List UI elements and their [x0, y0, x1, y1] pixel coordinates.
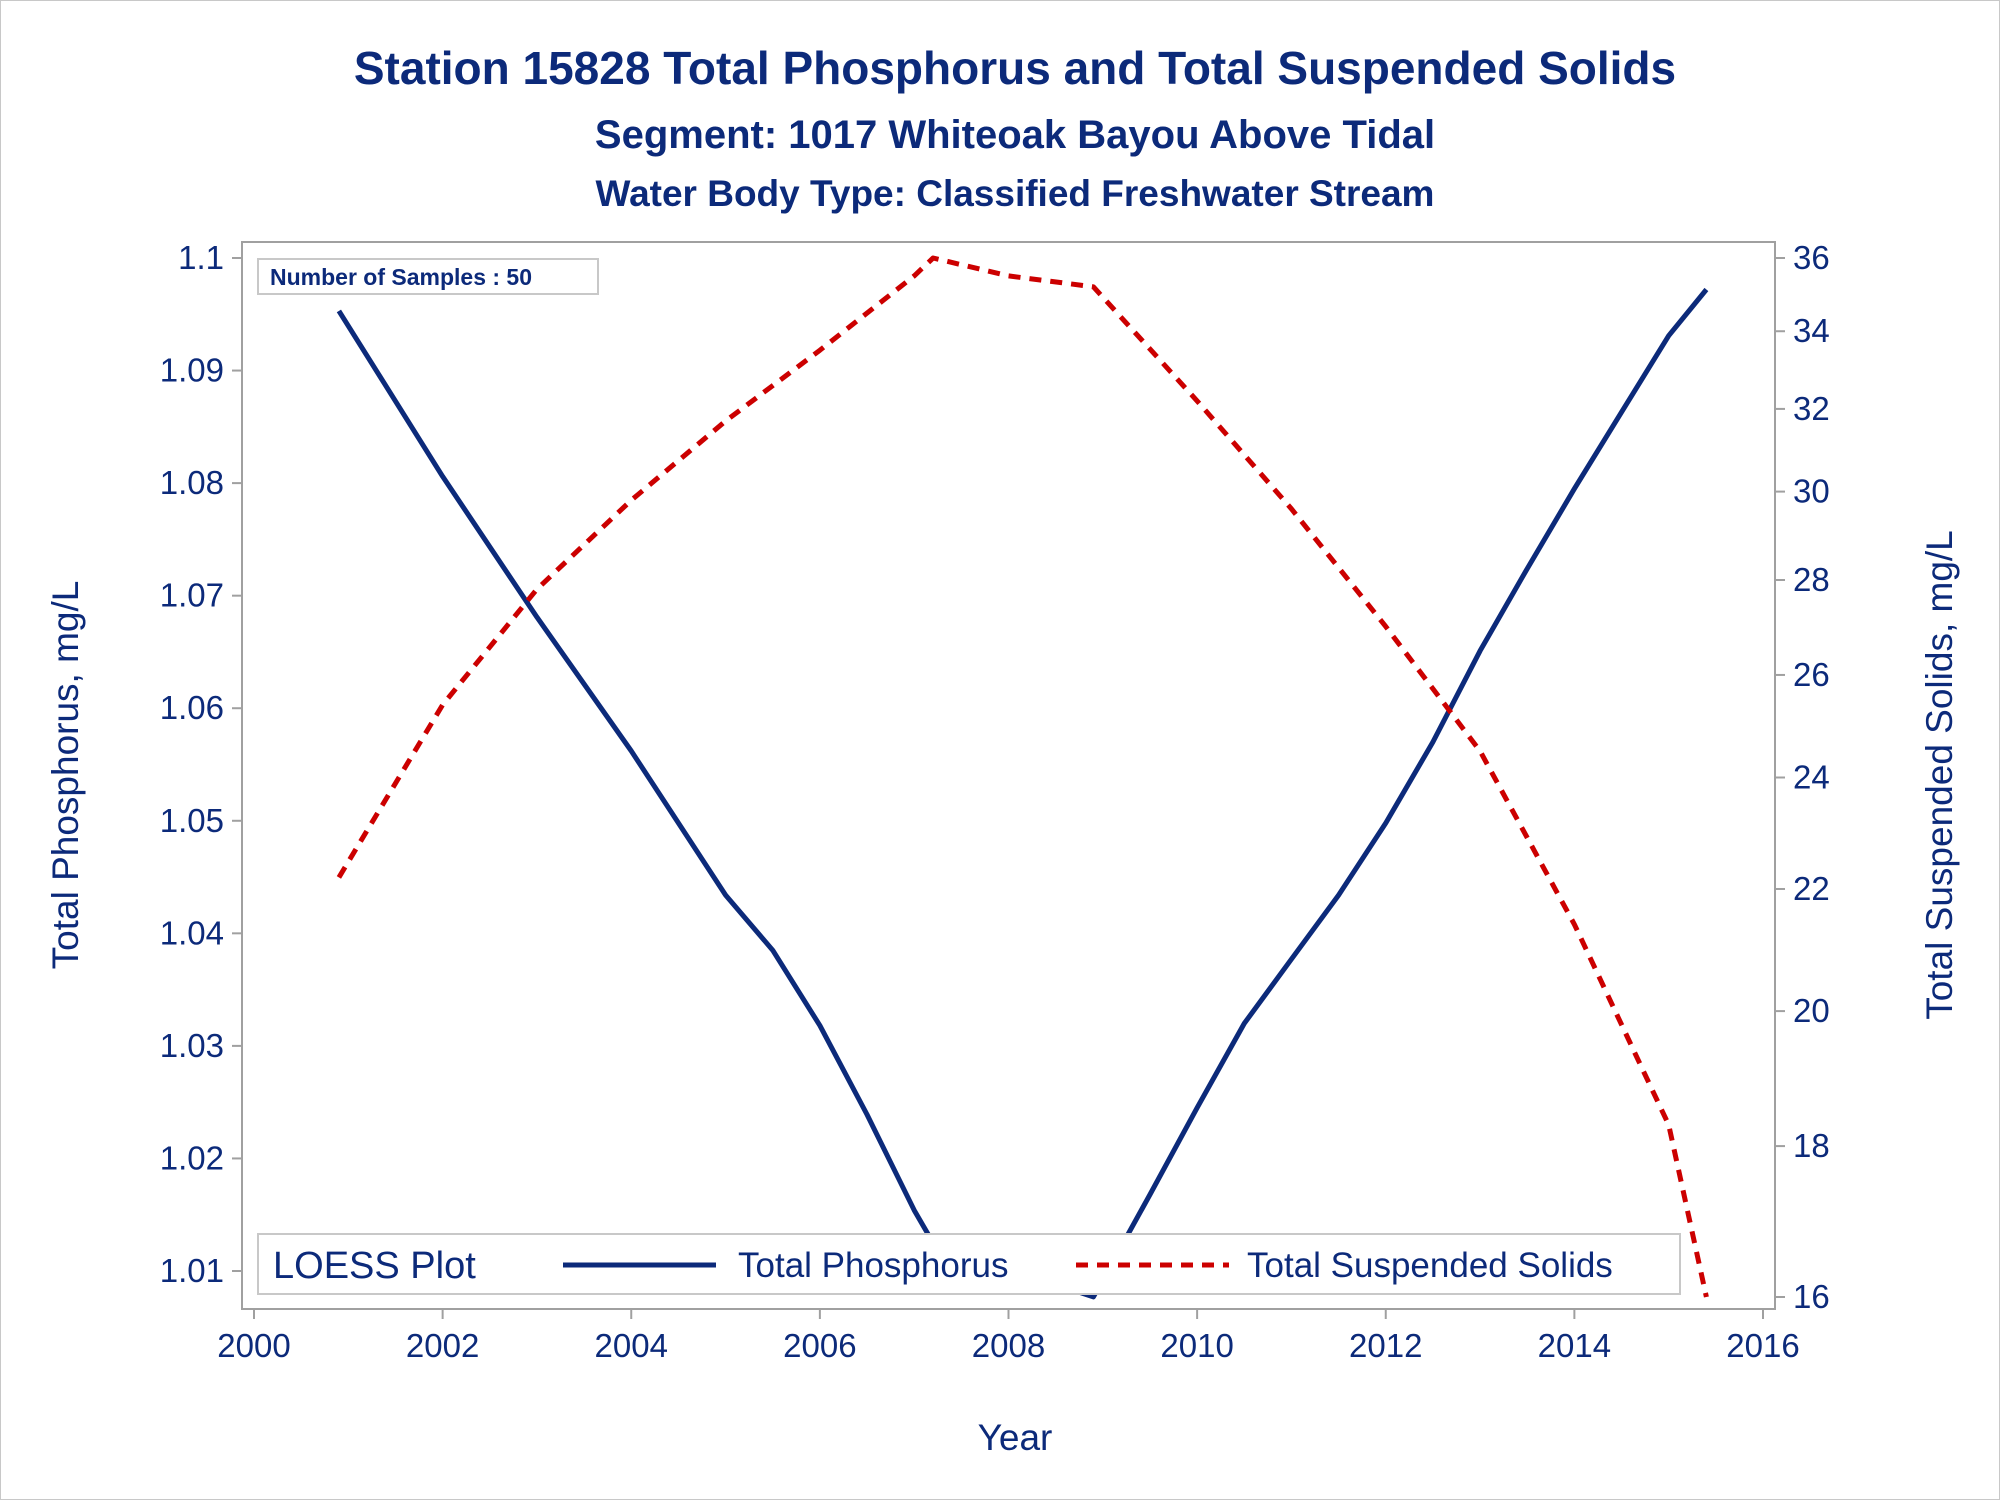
x-tick-label: 2006 — [783, 1327, 856, 1364]
y2-tick-label: 30 — [1793, 473, 1830, 510]
chart-title: Station 15828 Total Phosphorus and Total… — [354, 42, 1676, 94]
x-tick-label: 2012 — [1349, 1327, 1422, 1364]
legend-label-solids: Total Suspended Solids — [1247, 1246, 1613, 1285]
y-axis-left: 1.01 1.02 1.03 1.04 1.05 1.06 1.07 1.08 1.09 1.1 — [160, 239, 242, 1289]
legend: LOESS Plot Total Phosphorus Total Suspen… — [257, 1233, 1681, 1295]
y2-tick-label: 18 — [1793, 1127, 1830, 1164]
legend-title: LOESS Plot — [273, 1245, 476, 1287]
y-axis-right: 16 18 20 22 24 26 28 30 32 34 36 — [1775, 239, 1830, 1315]
sample-count-inset: Number of Samples : 50 — [257, 258, 599, 295]
y2-tick-label: 24 — [1793, 759, 1830, 796]
x-tick-label: 2004 — [595, 1327, 668, 1364]
x-tick-label: 2014 — [1538, 1327, 1611, 1364]
plot-area — [241, 241, 1776, 1310]
sample-count-text: Number of Samples : 50 — [270, 264, 532, 290]
y-tick-label: 1.09 — [160, 352, 224, 389]
y-tick-label: 1.06 — [160, 689, 224, 726]
y-axis-label: Total Phosphorus, mg/L — [45, 581, 86, 970]
y2-tick-label: 16 — [1793, 1278, 1830, 1315]
x-tick-label: 2002 — [406, 1327, 479, 1364]
y2-tick-label: 26 — [1793, 656, 1830, 693]
series-line-total-suspended-solids — [336, 255, 1709, 1298]
series-layer — [336, 255, 1709, 1300]
y2-tick-label: 22 — [1793, 870, 1830, 907]
y2-tick-label: 32 — [1793, 390, 1830, 427]
y-tick-label: 1.02 — [160, 1139, 224, 1176]
y2-tick-label: 36 — [1793, 239, 1830, 276]
x-axis-label: Year — [978, 1417, 1053, 1458]
y2-axis-label: Total Suspended Solids, mg/L — [1919, 530, 1960, 1020]
y-tick-label: 1.04 — [160, 914, 224, 951]
series-line-total-phosphorus — [336, 287, 1709, 1300]
x-tick-label: 2000 — [217, 1327, 290, 1364]
x-tick-label: 2008 — [972, 1327, 1045, 1364]
chart-subtitle-water-body: Water Body Type: Classified Freshwater S… — [596, 173, 1435, 214]
x-axis: 2000 2002 2004 2006 2008 2010 2012 2014 2016 — [217, 1309, 1800, 1364]
legend-box — [257, 1233, 1681, 1295]
sample-count-box — [257, 258, 599, 295]
legend-label-phosphorus: Total Phosphorus — [738, 1246, 1008, 1285]
y-tick-label: 1.05 — [160, 802, 224, 839]
y-tick-label: 1.08 — [160, 464, 224, 501]
y2-tick-label: 34 — [1793, 312, 1830, 349]
y2-tick-label: 28 — [1793, 561, 1830, 598]
y-tick-label: 1.1 — [178, 239, 224, 276]
x-tick-label: 2010 — [1160, 1327, 1233, 1364]
y2-tick-label: 20 — [1793, 992, 1830, 1029]
y-tick-label: 1.07 — [160, 577, 224, 614]
y-tick-label: 1.03 — [160, 1027, 224, 1064]
x-tick-label: 2016 — [1726, 1327, 1799, 1364]
chart-subtitle-segment: Segment: 1017 Whiteoak Bayou Above Tidal — [595, 113, 1435, 157]
y-tick-label: 1.01 — [160, 1252, 224, 1289]
